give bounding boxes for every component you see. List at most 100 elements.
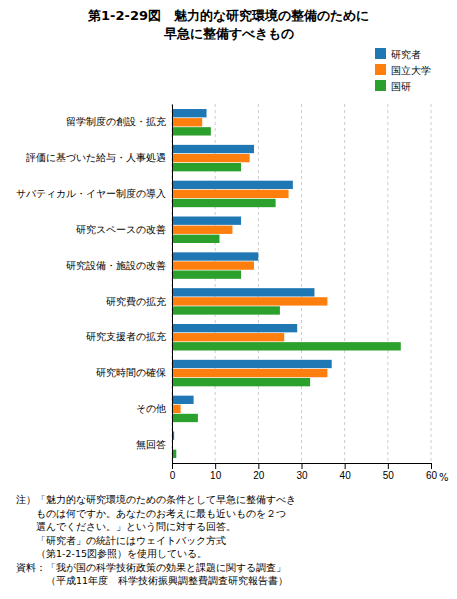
note: 選んでください。」という問に対する回答。	[16, 521, 236, 532]
legend-item: 研究者	[375, 48, 421, 60]
bar-series	[172, 127, 401, 458]
y-tick: 無回答	[136, 439, 172, 450]
y-tick: 研究時間の確保	[96, 367, 172, 378]
tick-label: 10	[210, 470, 222, 481]
x-tick: 40	[340, 463, 352, 481]
title: 第1-2-29図 魅力的な研究環境の整備のために	[87, 8, 369, 23]
legend-item: 国立大学	[375, 64, 431, 76]
note: 資料：「我が国の科学技術政策の効果と課題に関する調査」	[16, 562, 286, 573]
tick-mark	[172, 463, 173, 469]
grid-line	[172, 104, 173, 463]
bar	[172, 333, 284, 341]
tick-mark	[258, 463, 259, 469]
tick-label: 研究スペースの改善	[76, 224, 166, 235]
bar	[172, 181, 293, 189]
x-tick: 0	[170, 463, 176, 481]
tick-label: 研究時間の確保	[96, 367, 166, 378]
legend-label: 国研	[391, 81, 411, 92]
bar	[172, 190, 289, 198]
bar	[172, 217, 241, 225]
axis-domain	[172, 105, 173, 464]
y-tick: 研究設備・施設の改善	[66, 260, 172, 271]
tick-label: 留学制度の創設・拡充	[66, 116, 166, 127]
legend-item: 国研	[375, 80, 411, 92]
bar	[172, 270, 241, 278]
bar	[172, 145, 254, 153]
legend-swatch	[375, 64, 386, 75]
legend-swatch	[375, 80, 386, 91]
x-tick: 50	[383, 463, 395, 481]
note: ものは何ですか。あなたのお考えに最も近いものを２つ	[16, 508, 286, 519]
bar	[172, 235, 219, 243]
tick-label: 研究設備・施設の改善	[66, 260, 166, 271]
y-tick: 研究費の拡充	[106, 296, 172, 307]
y-tick: その他	[136, 403, 172, 414]
bar	[172, 342, 401, 350]
y-tick: 留学制度の創設・拡充	[66, 116, 172, 127]
bar	[172, 252, 258, 260]
bar	[172, 127, 211, 135]
x-tick: 10	[210, 463, 222, 481]
tick-label: 研究費の拡充	[106, 296, 166, 307]
grid-line	[301, 104, 302, 463]
bar	[172, 306, 280, 314]
bar	[172, 118, 202, 126]
bar	[172, 378, 310, 386]
x-tick: 20	[253, 463, 265, 481]
bar	[172, 324, 297, 332]
tick-mark	[345, 463, 346, 469]
legend-swatch	[375, 48, 386, 59]
y-tick: 研究支援者の拡充	[86, 331, 172, 342]
bar	[172, 414, 198, 422]
tick-mark	[215, 463, 216, 469]
tick-label: サバティカル・イヤー制度の導入	[16, 188, 166, 199]
note: （第1-2-15図参照）を使用している。	[16, 548, 207, 559]
y-tick: サバティカル・イヤー制度の導入	[16, 188, 172, 199]
bar	[172, 154, 250, 162]
x-tick: 30	[296, 463, 308, 481]
tick-label: 30	[296, 470, 308, 481]
plot: 0 10 20 30 40 50 60% 留学制度の創設・拡充評価に基づいた給与・人事処遇サバ…	[16, 104, 449, 483]
grid-line	[258, 104, 259, 463]
bars	[172, 109, 401, 458]
x-axis-label: %	[439, 472, 449, 483]
tick-mark	[431, 463, 432, 469]
tick-label: 50	[383, 470, 395, 481]
legend-label: 国立大学	[391, 65, 431, 76]
grid-line	[387, 104, 388, 463]
tick-label: 20	[253, 470, 265, 481]
tick-mark	[302, 463, 303, 469]
tick-label: 40	[340, 470, 352, 481]
bar	[172, 288, 314, 296]
bar-series	[172, 118, 327, 413]
x-axis: 0 10 20 30 40 50 60	[170, 463, 438, 481]
bar	[172, 226, 232, 234]
bar	[172, 369, 327, 377]
tick-label: 研究支援者の拡充	[86, 331, 166, 342]
legend: 研究者国立大学国研	[375, 48, 431, 92]
tick-label: 評価に基づいた給与・人事処遇	[26, 152, 166, 163]
grid-line	[344, 104, 345, 463]
bar	[172, 297, 327, 305]
grid-line	[431, 104, 432, 463]
y-tick: 研究スペースの改善	[76, 224, 172, 235]
tick-label: 60	[426, 470, 438, 481]
chart-container: 第1-2-29図 魅力的な研究環境の整備のために早急に整備すべきもの 0 10 20 3…	[0, 0, 457, 599]
note: （平成11年度 科学技術振興調整費調査研究報告書）	[16, 575, 288, 586]
grid	[172, 104, 431, 463]
y-tick: 評価に基づいた給与・人事処遇	[26, 152, 172, 163]
bar	[172, 396, 194, 404]
tick-mark	[388, 463, 389, 469]
subtitle: 早急に整備すべきもの	[163, 26, 294, 41]
axis-domain	[173, 464, 432, 470]
x-tick: 60	[426, 463, 438, 481]
bar	[172, 199, 276, 207]
note: 「研究者」の統計にはウェイトバック方式	[16, 535, 226, 546]
bar	[172, 163, 241, 171]
bar	[172, 405, 181, 413]
bar	[172, 360, 332, 368]
y-axis: 留学制度の創設・拡充評価に基づいた給与・人事処遇サバティカル・イヤー制度の導入研…	[16, 105, 173, 464]
tick-label: その他	[136, 403, 166, 414]
chart-svg: 第1-2-29図 魅力的な研究環境の整備のために早急に整備すべきもの 0 10 20 3…	[0, 0, 457, 599]
bar-series	[172, 109, 332, 440]
